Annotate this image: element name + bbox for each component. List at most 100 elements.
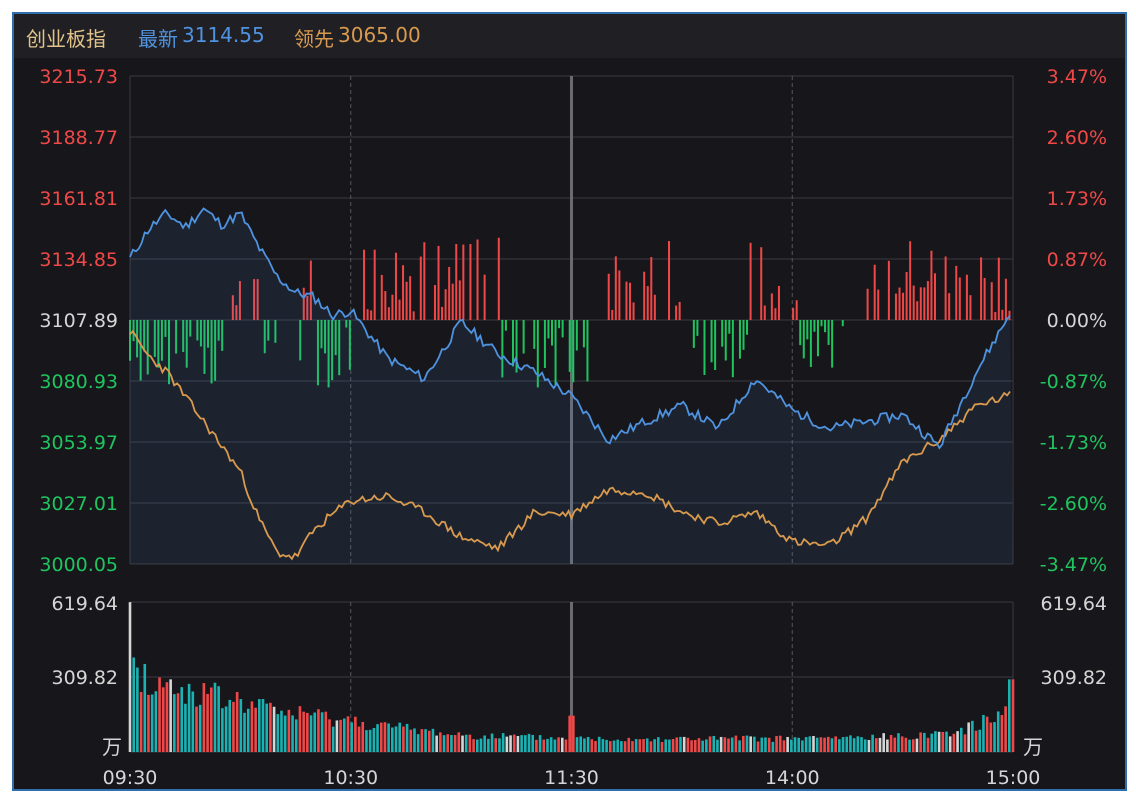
breadth-bar-down <box>575 320 578 351</box>
breadth-bar-up <box>980 257 983 320</box>
volume-bar <box>309 715 313 752</box>
breadth-bar-down <box>143 320 146 352</box>
volume-bar <box>509 735 512 752</box>
volume-bar <box>771 741 775 752</box>
volume-bar <box>889 734 893 752</box>
volume-bar <box>797 737 801 752</box>
volume-bar <box>638 739 642 752</box>
volume-bar <box>294 719 298 752</box>
volume-bar <box>416 734 420 752</box>
breadth-bar-up <box>916 301 919 320</box>
breadth-bar-up <box>958 277 961 320</box>
volume-bar <box>937 731 941 752</box>
volume-bar <box>139 691 143 752</box>
volume-bar <box>394 726 398 752</box>
volume-bar <box>1004 706 1007 752</box>
volume-bar <box>191 691 195 752</box>
breadth-bar-down <box>334 320 337 356</box>
volume-bar <box>468 734 472 752</box>
breadth-bar-down <box>157 320 160 368</box>
volume-bar <box>974 730 978 752</box>
breadth-bar-down <box>703 320 706 375</box>
volume-bar <box>531 734 535 752</box>
volume-bar <box>756 741 760 752</box>
breadth-bar-down <box>331 320 334 381</box>
breadth-bar-up <box>306 295 309 320</box>
volume-bar <box>978 729 982 752</box>
breadth-bar-down <box>185 320 188 368</box>
breadth-bar-up <box>770 293 773 320</box>
volume-bar <box>132 657 135 752</box>
volume-bar <box>631 741 634 752</box>
volume-bar <box>553 739 557 752</box>
volume-bar <box>250 701 254 752</box>
volume-bar <box>693 739 697 752</box>
breadth-bar-up <box>469 244 472 320</box>
breadth-bar-down <box>558 320 561 329</box>
breadth-bar-down <box>809 320 812 367</box>
breadth-bar-down <box>721 320 724 347</box>
volume-bar <box>232 701 235 752</box>
volume-bar <box>764 737 767 752</box>
volume-bar <box>258 699 261 752</box>
volume-bar <box>387 723 390 752</box>
breadth-bar-up <box>409 276 412 320</box>
volume-bar <box>376 724 379 752</box>
breadth-bar-up <box>923 287 926 320</box>
breadth-bar-up <box>919 287 922 320</box>
volume-bar <box>165 682 169 752</box>
volume-bar <box>782 740 786 752</box>
breadth-bar-up <box>437 245 440 320</box>
breadth-bar-down <box>338 320 341 376</box>
volume-bar <box>150 694 154 752</box>
y-tick-right: 0.87% <box>1047 249 1107 271</box>
breadth-bar-up <box>629 282 632 320</box>
breadth-bar-up <box>402 265 405 320</box>
breadth-bar-up <box>760 247 763 320</box>
breadth-bar-down <box>299 320 302 361</box>
breadth-bar-up <box>370 310 373 320</box>
breadth-bar-up <box>373 249 376 320</box>
volume-bar <box>1011 679 1015 752</box>
volume-bar <box>679 736 682 752</box>
breadth-bar-down <box>263 320 266 354</box>
volume-bar <box>815 737 819 752</box>
volume-bar <box>198 704 202 752</box>
volume-bar <box>963 734 967 752</box>
vol-tick-left-mid: 309.82 <box>52 667 118 689</box>
volume-bar <box>335 720 339 752</box>
volume-bar <box>708 736 712 752</box>
breadth-bar-up <box>675 305 678 320</box>
y-tick-right: -2.60% <box>1040 493 1107 515</box>
volume-bar <box>608 741 612 752</box>
breadth-bar-up <box>614 256 617 320</box>
breadth-bar-up <box>678 301 681 320</box>
breadth-bar-up <box>387 307 390 320</box>
volume-bar <box>494 738 498 752</box>
volume-bar <box>941 731 945 752</box>
volume-bar <box>741 735 745 752</box>
volume-bar <box>461 735 464 752</box>
chart-frame: 创业板指 最新 3114.55 领先 3065.00 3215.73 3188.7… <box>12 12 1127 791</box>
breadth-bar-up <box>423 242 426 320</box>
volume-bar <box>317 709 320 752</box>
breadth-bar-down <box>217 320 220 341</box>
volume-bar <box>712 735 716 752</box>
volume-bar <box>154 691 158 752</box>
volume-bar <box>524 735 527 752</box>
volume-bar <box>549 737 553 752</box>
volume-bar <box>671 739 675 752</box>
breadth-bar-down <box>146 320 149 375</box>
volume-bar <box>952 733 956 752</box>
breadth-bar-down <box>182 320 185 352</box>
volume-bar <box>246 708 250 752</box>
volume-bar <box>812 736 815 752</box>
breadth-bar-up <box>231 295 234 320</box>
volume-bar <box>161 687 165 752</box>
breadth-bar-down <box>189 320 192 337</box>
breadth-bar-down <box>153 320 156 357</box>
breadth-bar-down <box>813 320 816 332</box>
breadth-bar-up <box>994 311 997 320</box>
volume-bar <box>276 714 280 752</box>
breadth-bar-down <box>501 320 504 378</box>
